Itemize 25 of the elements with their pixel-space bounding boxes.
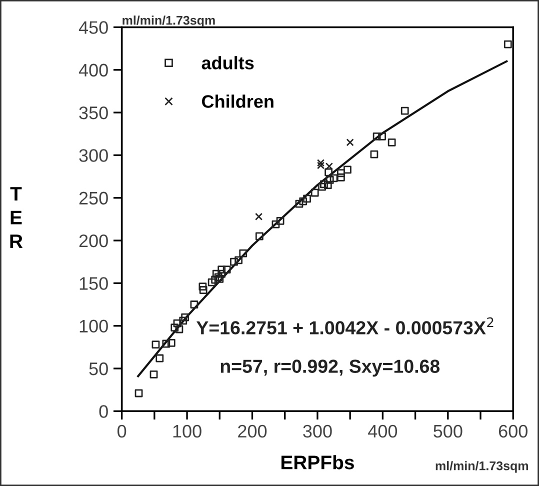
legend-label: Children <box>202 94 274 108</box>
y-tick-label: 300 <box>79 149 108 162</box>
y-tick-label: 50 <box>89 362 108 376</box>
x-axis-title: ERPFbs <box>281 455 354 470</box>
annotation: n=57, r=0.992, Sxy=10.68 <box>220 360 440 377</box>
y-tick-label: 200 <box>79 234 108 248</box>
x-tick-label: 100 <box>173 424 202 438</box>
y-tick-label: 250 <box>79 192 108 205</box>
y-tick-label: 350 <box>79 106 108 120</box>
y-tick-label: 150 <box>80 277 108 290</box>
legend-label: adults <box>202 56 254 70</box>
x-tick-label: 300 <box>303 424 332 438</box>
x-tick-label: 200 <box>238 424 267 438</box>
y-tick-label: 100 <box>80 320 108 333</box>
x-tick-label: 600 <box>498 424 528 438</box>
annotation: Y=16.2751 + 1.0042X - 0.000573X$^{2}$ <box>196 317 494 334</box>
y-tick-label: 400 <box>78 64 108 77</box>
y-axis-title: TER <box>10 187 23 248</box>
x-tick-label: 500 <box>434 424 462 438</box>
x-tick-label: 400 <box>368 424 398 438</box>
x-tick-label: 0 <box>118 424 126 438</box>
y-tick-label: 0 <box>99 405 108 418</box>
annotation: ml/min/1.73sqm <box>122 16 215 28</box>
text: ml/min/1.73sqm <box>436 461 528 473</box>
y-tick-label: 450 <box>78 21 108 34</box>
